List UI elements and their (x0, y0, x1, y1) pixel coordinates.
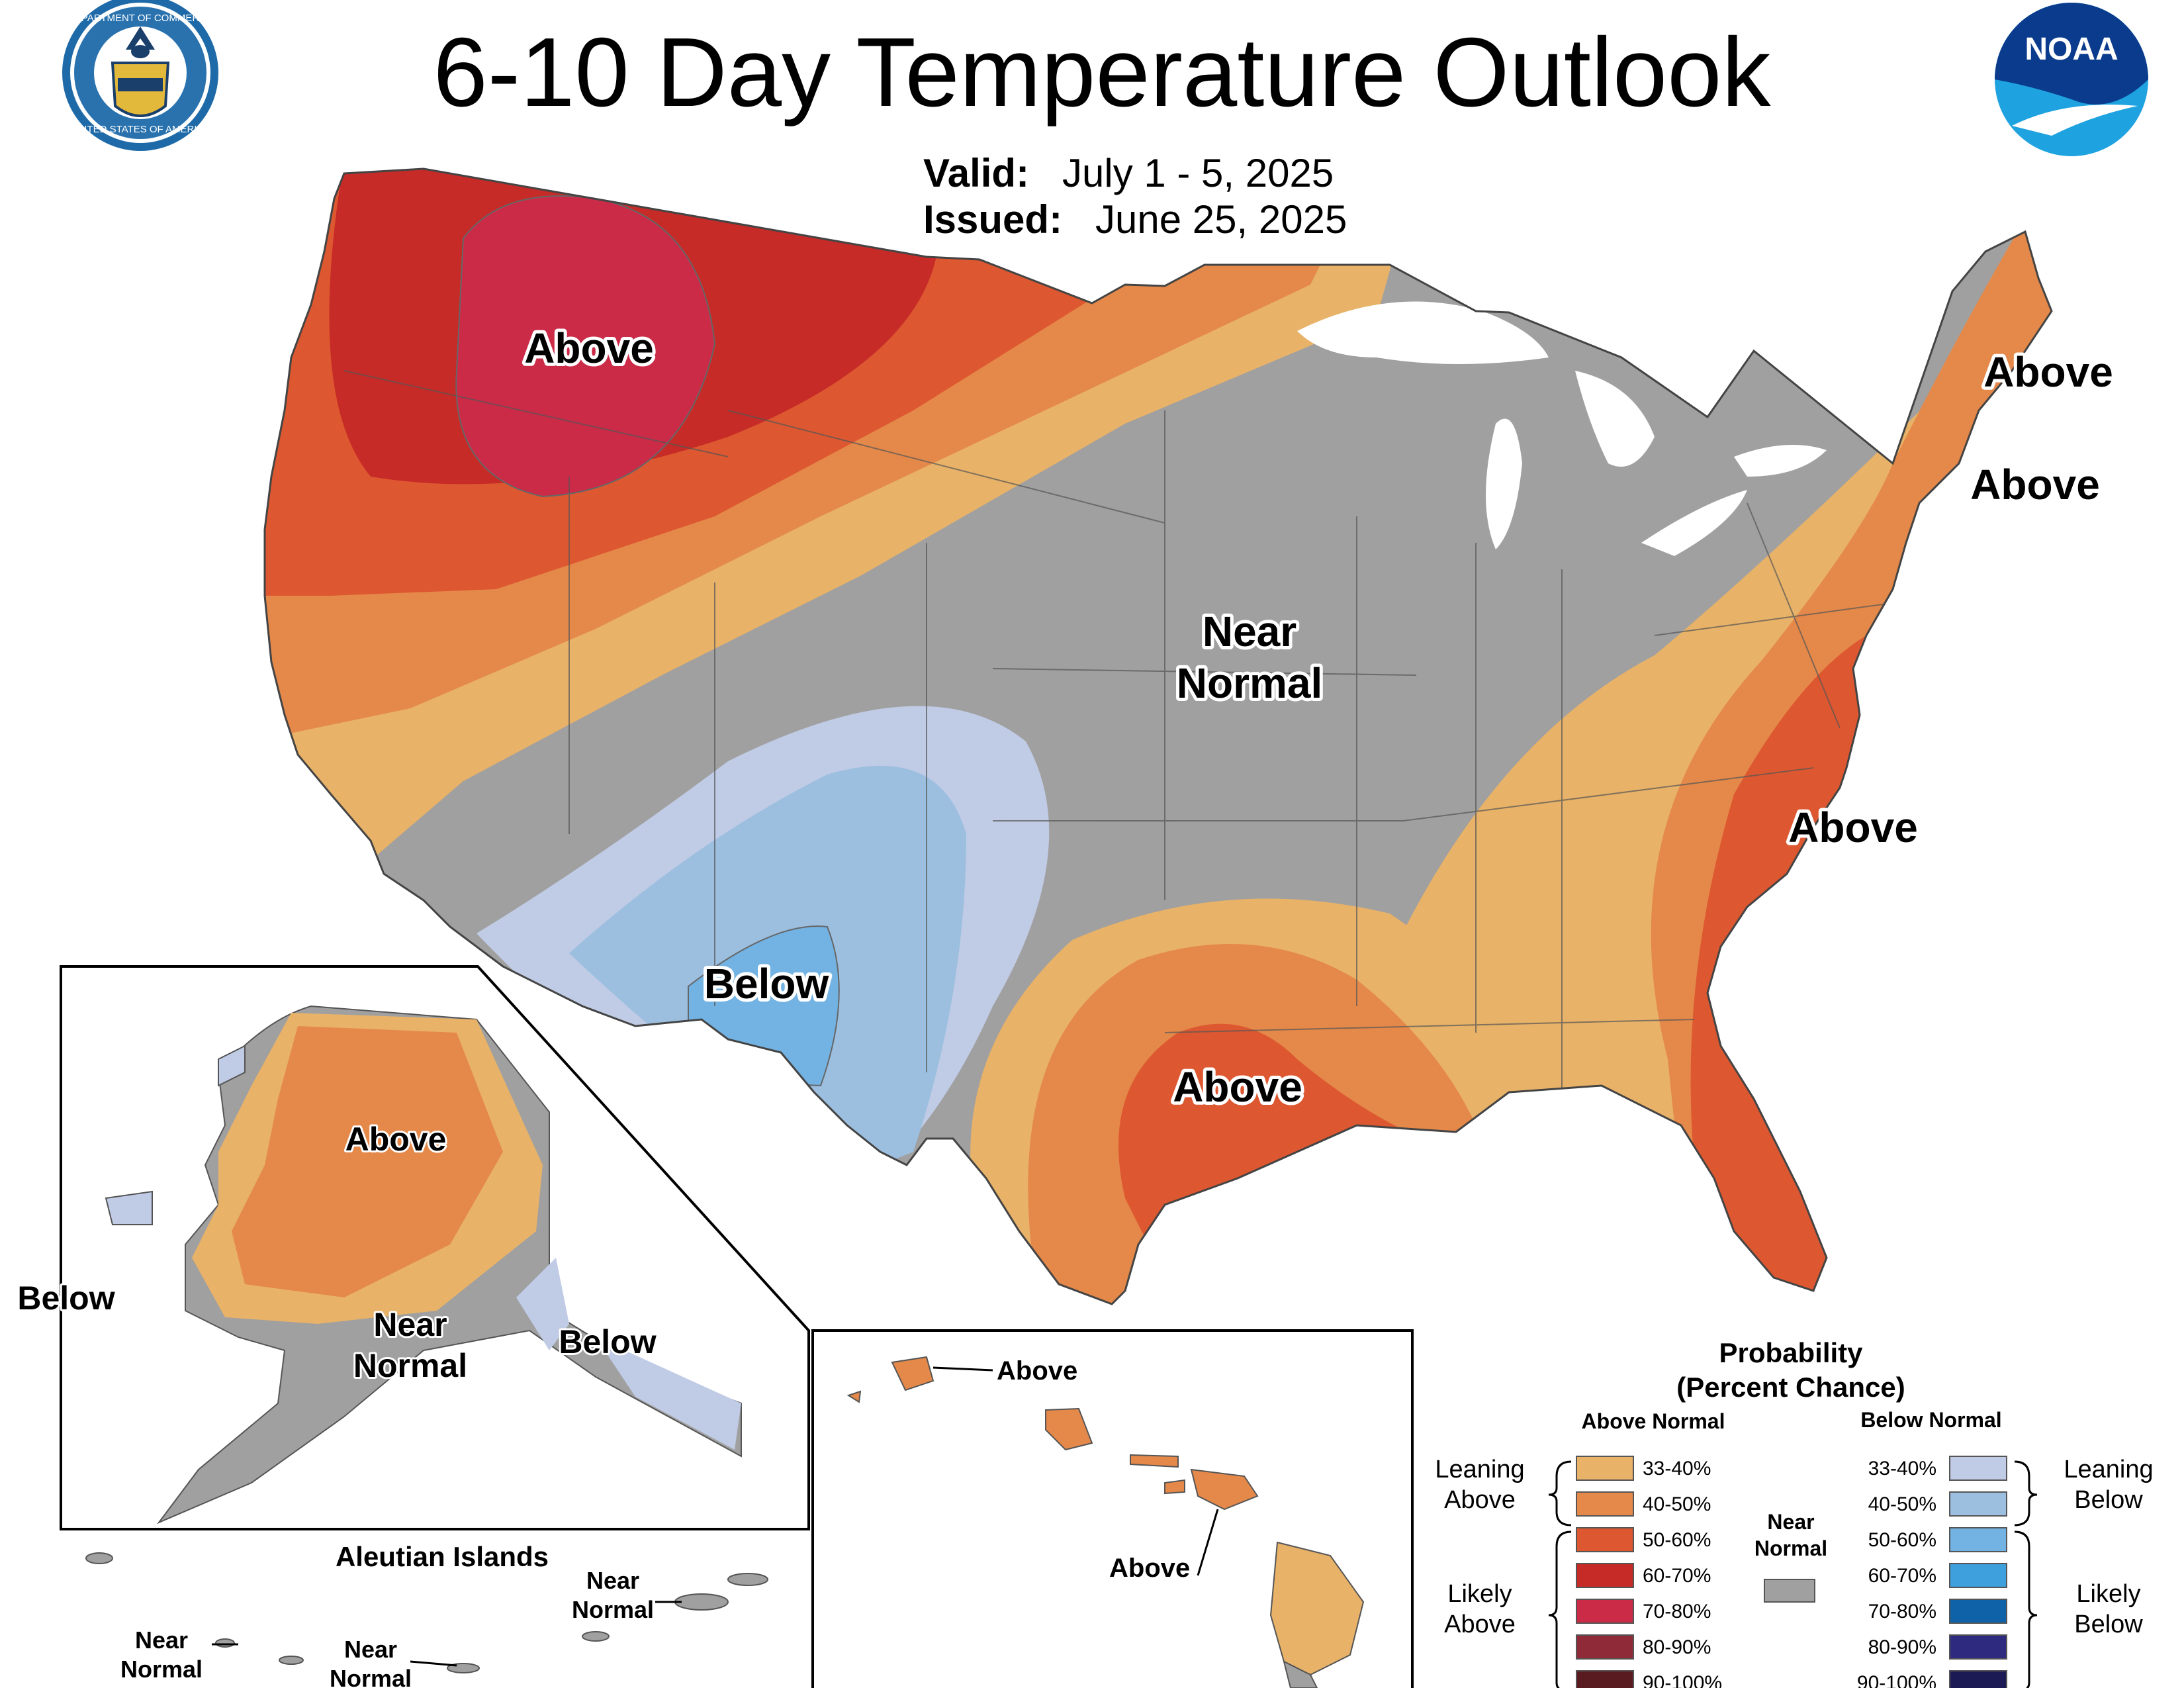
legend-below-swatch-3 (1949, 1563, 2007, 1588)
legend-leaning-below-2: Below (2074, 1486, 2143, 1514)
legend-above-swatch-1 (1576, 1491, 1634, 1517)
legend-below-range-3: 60-70% (1868, 1565, 1936, 1587)
legend-likely-below-2: Below (2074, 1611, 2143, 1638)
legend-below-range-4: 70-80% (1868, 1601, 1936, 1622)
legend-above-range-3: 60-70% (1643, 1565, 1711, 1587)
legend-above-range-4: 70-80% (1643, 1601, 1711, 1622)
aleutian-near-b1: Near (344, 1636, 397, 1663)
noaa-text: NOAA (2025, 32, 2118, 67)
legend-below-swatch-5 (1949, 1634, 2007, 1660)
seal-text-bottom: UNITED STATES OF AMERICA (70, 124, 211, 135)
aleutian-near-a2: Normal (120, 1656, 203, 1683)
legend-above-swatch-0 (1576, 1456, 1634, 1481)
alaska-label-above: Above (345, 1121, 447, 1158)
legend-likely-below-1: Likely (2076, 1580, 2140, 1608)
legend-below-range-6: 90-100% (1857, 1672, 1936, 1688)
legend-above-range-5: 80-90% (1643, 1636, 1711, 1658)
legend-above-range-6: 90-100% (1643, 1672, 1722, 1688)
legend-above-header: Above Normal (1582, 1409, 1725, 1433)
legend-below-swatch-1 (1949, 1491, 2007, 1517)
aleutian-islands (85, 1552, 768, 1673)
legend-below-header: Below Normal (1860, 1408, 2001, 1432)
legend-above-swatch-4 (1576, 1599, 1634, 1624)
label-texas-above: Above (1173, 1063, 1302, 1111)
page-title: 6-10 Day Temperature Outlook (433, 18, 1772, 127)
legend-below-swatch-2 (1949, 1527, 2007, 1552)
label-northeast-above-1: Above (1983, 348, 2113, 396)
legend-above-swatch-5 (1576, 1634, 1634, 1660)
legend-above-swatch-2 (1576, 1527, 1634, 1552)
hawaii-label-above-1: Above (997, 1356, 1077, 1385)
label-central-near: Near (1203, 608, 1297, 655)
legend-below-range-2: 50-60% (1868, 1529, 1936, 1551)
legend-above-range-1: 40-50% (1643, 1493, 1711, 1515)
hawaii-label-above-2: Above (1109, 1554, 1190, 1583)
aleutian-near-c1: Near (586, 1567, 639, 1594)
label-carolinas-above: Above (1788, 804, 1918, 851)
commerce-seal-logo: DEPARTMENT OF COMMERCE UNITED STATES OF … (62, 0, 218, 151)
legend-above-swatch-6 (1576, 1670, 1634, 1688)
issued-label: Issued: (923, 197, 1062, 242)
legend-leaning-above-1: Leaning (1435, 1456, 1524, 1483)
aleutian-title: Aleutian Islands (336, 1541, 549, 1572)
label-northeast-above-2: Above (1970, 461, 2100, 508)
valid-value: July 1 - 5, 2025 (1062, 151, 1334, 195)
legend-below-swatch-4 (1949, 1599, 2007, 1624)
alaska-label-normal: Normal (353, 1347, 467, 1384)
legend-below-swatch-6 (1949, 1670, 2007, 1688)
legend-title-1: Probability (1719, 1337, 1863, 1368)
aleutian-near-c2: Normal (572, 1596, 654, 1623)
legend-below-swatch-0 (1949, 1456, 2007, 1481)
legend-near-1: Near (1767, 1510, 1814, 1534)
aleutian-near-a1: Near (135, 1626, 188, 1654)
legend-near-2: Normal (1754, 1536, 1827, 1560)
legend-below-range-5: 80-90% (1868, 1636, 1936, 1658)
legend-leaning-below-1: Leaning (2064, 1456, 2153, 1483)
alaska-inset (60, 965, 810, 1530)
legend-leaning-above-2: Above (1444, 1486, 1516, 1514)
legend-title-2: (Percent Chance) (1676, 1372, 1905, 1403)
seal-text-top: DEPARTMENT OF COMMERCE (68, 13, 213, 24)
legend: Probability (Percent Chance) Above Norma… (1435, 1337, 2154, 1688)
alaska-label-below-w: Below (17, 1280, 114, 1317)
legend-likely-above-2: Above (1444, 1611, 1516, 1638)
valid-label: Valid: (923, 151, 1029, 195)
issued-value: June 25, 2025 (1095, 197, 1347, 242)
alaska-label-near: Near (373, 1306, 447, 1343)
legend-below-range-0: 33-40% (1868, 1458, 1936, 1479)
legend-near-swatch (1764, 1579, 1815, 1603)
legend-above-swatch-3 (1576, 1563, 1634, 1588)
noaa-logo: NOAA (1995, 3, 2148, 156)
label-southwest-below: Below (704, 960, 829, 1008)
label-northwest-above: Above (524, 324, 654, 372)
legend-likely-above-1: Likely (1447, 1580, 1512, 1608)
alaska-label-below-se: Below (559, 1323, 656, 1360)
hawaii-inset (811, 1329, 1414, 1688)
legend-below-range-1: 40-50% (1868, 1493, 1936, 1515)
aleutian-near-b2: Normal (330, 1665, 412, 1688)
legend-above-range-0: 33-40% (1643, 1458, 1711, 1479)
legend-above-range-2: 50-60% (1643, 1529, 1711, 1551)
label-central-normal: Normal (1177, 659, 1323, 707)
